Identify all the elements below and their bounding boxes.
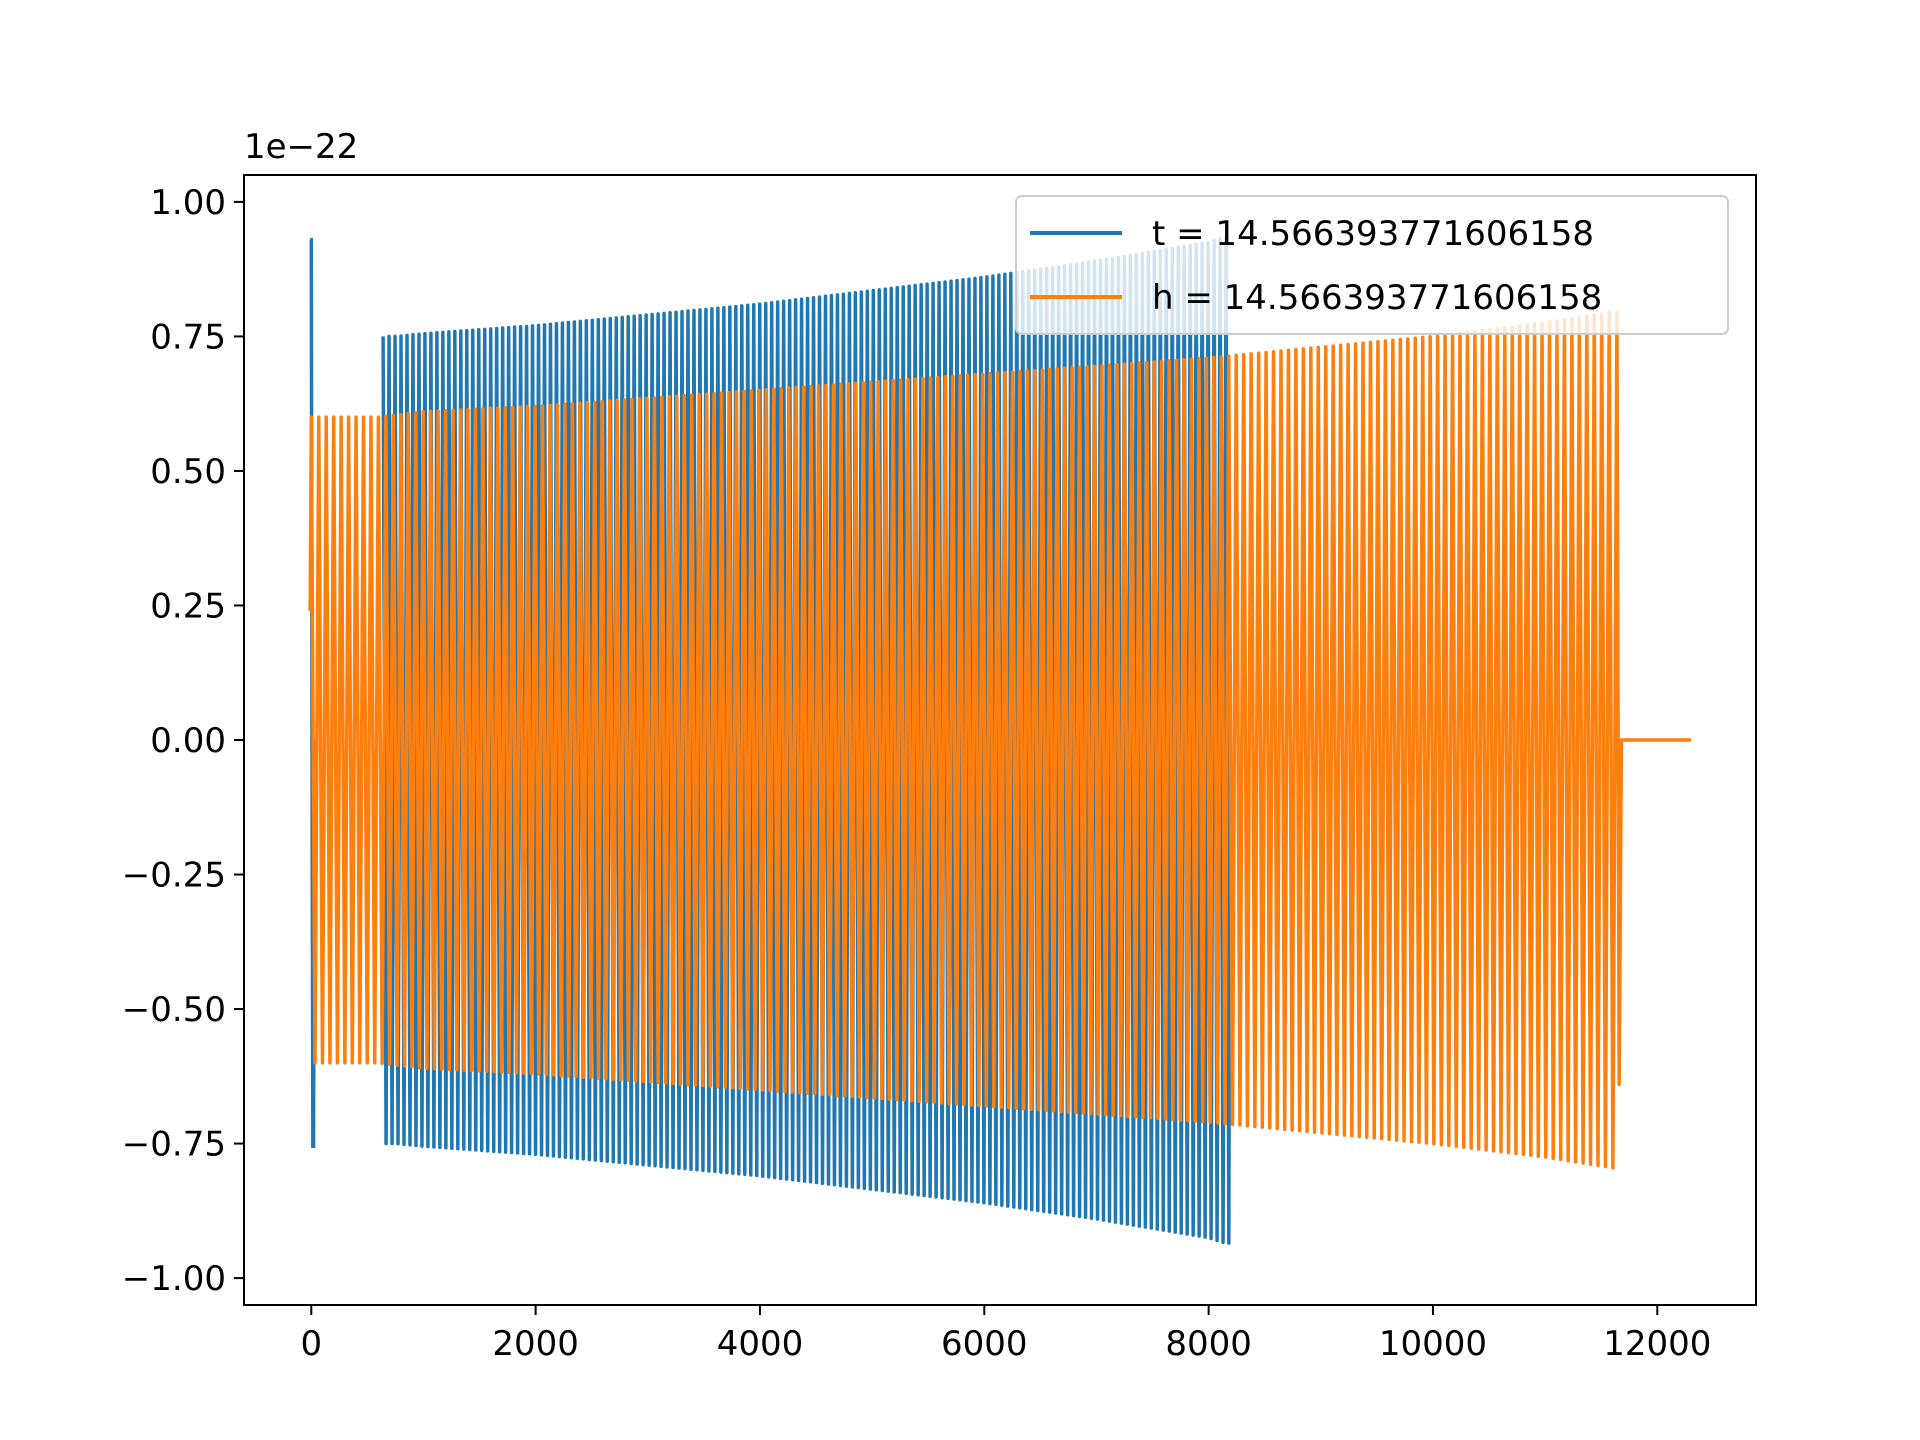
legend-label: h = 14.566393771606158 (1152, 278, 1602, 318)
y-tick-label: 0.00 (150, 721, 226, 761)
y-tick-label: 0.25 (150, 586, 226, 626)
legend-label: t = 14.566393771606158 (1152, 214, 1594, 254)
x-tick-label: 6000 (941, 1324, 1028, 1364)
x-tick-label: 4000 (717, 1324, 804, 1364)
legend: t = 14.566393771606158 h = 14.56639377160… (1015, 195, 1729, 335)
x-tick-label: 0 (300, 1324, 322, 1364)
series-h-oscillation (308, 310, 1691, 1170)
x-tick-label: 12000 (1603, 1324, 1711, 1364)
series-t-start-spike (309, 237, 317, 1149)
x-axis: 0 2000 4000 6000 8000 10000 12000 (300, 1305, 1711, 1364)
y-tick-label: −0.75 (122, 1125, 226, 1165)
y-offset-label: 1e−22 (244, 127, 358, 167)
y-tick-label: −1.00 (122, 1259, 226, 1299)
y-tick-label: 1.00 (150, 183, 226, 223)
y-tick-label: −0.50 (122, 990, 226, 1030)
plot-area (308, 235, 1691, 1245)
y-tick-label: −0.25 (122, 856, 226, 896)
x-tick-label: 2000 (492, 1324, 579, 1364)
y-tick-label: 0.50 (150, 452, 226, 492)
y-axis: 1.00 0.75 0.50 0.25 0.00 −0.25 −0.50 −0.75 −1.00 (122, 183, 244, 1299)
x-tick-label: 8000 (1165, 1324, 1252, 1364)
y-tick-label: 0.75 (150, 317, 226, 357)
x-tick-label: 10000 (1379, 1324, 1487, 1364)
legend-box (1015, 195, 1729, 335)
